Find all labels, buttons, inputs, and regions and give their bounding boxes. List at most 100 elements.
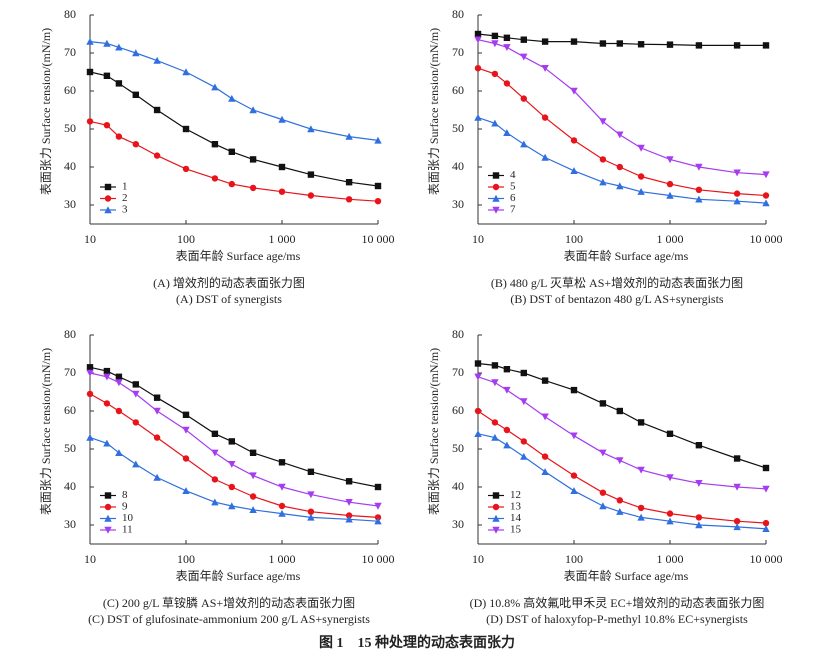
caption-zh: (B) 480 g/L 灭草松 AS+增效剂的动态表面张力图: [491, 275, 743, 290]
x-tick-label: 1 000: [269, 552, 296, 566]
marker: [616, 508, 624, 515]
figure-caption: 图 1 15 种处理的动态表面张力: [319, 634, 515, 651]
series-line: [477, 410, 767, 524]
marker: [474, 113, 482, 121]
legend-label: 14: [510, 512, 522, 524]
marker: [695, 42, 703, 49]
marker: [570, 38, 578, 45]
marker: [520, 140, 528, 148]
marker: [182, 455, 190, 462]
marker: [733, 197, 741, 205]
marker: [637, 504, 645, 512]
caption-en: (A) DST of synergists: [176, 292, 282, 306]
marker: [616, 457, 624, 465]
marker: [503, 80, 511, 87]
marker: [570, 167, 578, 174]
marker: [249, 493, 257, 500]
marker: [503, 44, 511, 51]
marker: [278, 115, 286, 123]
series-line: [477, 376, 767, 490]
marker: [374, 483, 382, 491]
series-line: [477, 117, 767, 204]
marker: [211, 430, 219, 437]
y-tick-label: 60: [64, 403, 76, 417]
marker: [762, 192, 770, 199]
marker: [695, 480, 703, 487]
x-tick-label: 10: [472, 552, 484, 566]
marker: [474, 430, 482, 437]
marker: [541, 377, 549, 384]
marker: [182, 426, 190, 434]
marker: [86, 390, 94, 398]
legend-marker: [492, 206, 500, 214]
marker: [541, 153, 549, 161]
marker: [86, 364, 94, 371]
marker: [695, 514, 703, 521]
y-tick-label: 70: [64, 45, 76, 59]
marker: [762, 525, 770, 532]
marker: [666, 510, 674, 517]
marker: [153, 473, 161, 481]
marker: [616, 40, 624, 47]
marker: [86, 369, 94, 377]
y-tick-label: 50: [64, 441, 76, 455]
marker: [103, 39, 111, 47]
marker: [695, 163, 703, 171]
marker: [474, 65, 482, 72]
marker: [228, 461, 236, 468]
marker: [103, 367, 111, 375]
legend-marker: [104, 526, 112, 534]
x-tick-label: 10 000: [750, 232, 783, 246]
legend-marker: [492, 194, 500, 202]
marker: [599, 502, 607, 510]
legend-label: 3: [122, 204, 128, 216]
y-axis-label: 表面张力 Surface tension/(mN/m): [427, 348, 441, 515]
marker: [570, 87, 578, 95]
marker: [666, 156, 674, 164]
legend-marker: [104, 206, 112, 214]
marker: [541, 38, 549, 45]
marker: [228, 94, 236, 102]
y-tick-label: 30: [452, 517, 464, 531]
y-tick-label: 30: [452, 197, 464, 211]
legend-label: 7: [510, 204, 516, 216]
x-tick-label: 10 000: [750, 552, 783, 566]
legend-label: 8: [122, 489, 128, 501]
marker: [637, 513, 645, 521]
marker: [599, 489, 607, 496]
marker: [520, 438, 528, 445]
marker: [153, 152, 161, 159]
marker: [132, 141, 140, 148]
marker: [132, 381, 140, 388]
marker: [278, 483, 286, 491]
marker: [345, 196, 353, 203]
legend-label: 13: [510, 501, 522, 513]
marker: [474, 30, 482, 38]
marker: [374, 514, 382, 521]
y-tick-label: 30: [64, 197, 76, 211]
marker: [637, 144, 645, 152]
marker: [103, 72, 111, 79]
x-tick-label: 10: [472, 232, 484, 246]
marker: [637, 419, 645, 426]
y-tick-label: 30: [64, 517, 76, 531]
marker: [86, 68, 94, 76]
marker: [695, 186, 703, 193]
marker: [733, 483, 741, 491]
marker: [762, 464, 770, 472]
marker: [307, 192, 315, 199]
legend-marker: [492, 492, 500, 499]
marker: [599, 400, 607, 407]
marker: [733, 455, 741, 462]
marker: [115, 407, 123, 415]
marker: [115, 80, 123, 87]
marker: [211, 449, 219, 457]
x-tick-label: 1 000: [657, 552, 684, 566]
marker: [249, 506, 257, 513]
marker: [491, 70, 499, 78]
marker: [666, 180, 674, 188]
y-tick-label: 40: [452, 159, 464, 173]
marker: [666, 474, 674, 482]
x-tick-label: 10 000: [362, 552, 395, 566]
marker: [345, 179, 353, 186]
